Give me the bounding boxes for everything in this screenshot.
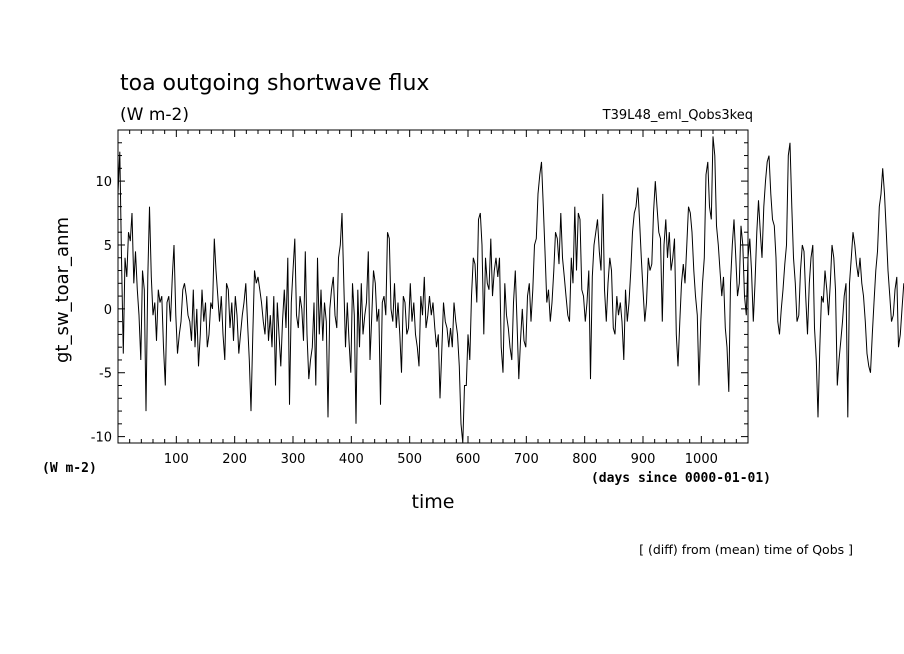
footer-note: [ (diff) from (mean) time of Qobs ]	[639, 542, 853, 557]
plot-frame	[117, 129, 749, 444]
x-tick-label: 500	[397, 452, 422, 467]
x-tick-label: 400	[339, 452, 364, 467]
x-axis: 100 200 300 400 500 600 700 800 900 1000	[129, 130, 737, 467]
chart-units: (W m-2)	[120, 105, 189, 125]
x-axis-label: time	[412, 491, 455, 513]
y-tick-label: 10	[95, 175, 112, 190]
series-line	[117, 136, 904, 444]
y-unit-label: (W m-2)	[42, 461, 97, 476]
y-axis: -10 -5 0 5 10	[91, 142, 748, 446]
x-tick-label: 700	[514, 452, 539, 467]
chart-title: toa outgoing shortwave flux	[120, 71, 429, 96]
x-tick-label: 900	[631, 452, 656, 467]
y-tick-label: -10	[91, 431, 112, 446]
x-unit-label: (days since 0000-01-01)	[591, 471, 771, 486]
y-tick-label: 5	[104, 239, 112, 254]
x-tick-label: 600	[456, 452, 481, 467]
y-tick-label: -5	[99, 367, 112, 382]
x-tick-label: 300	[281, 452, 306, 467]
x-tick-label: 100	[164, 452, 189, 467]
x-tick-label: 800	[572, 452, 597, 467]
x-tick-label: 1000	[685, 452, 718, 467]
y-tick-label: 0	[104, 303, 112, 318]
x-tick-label: 200	[222, 452, 247, 467]
run-id-label: T39L48_eml_Qobs3keq	[602, 108, 753, 123]
y-axis-label: gt_sw_toar_anm	[52, 217, 73, 363]
